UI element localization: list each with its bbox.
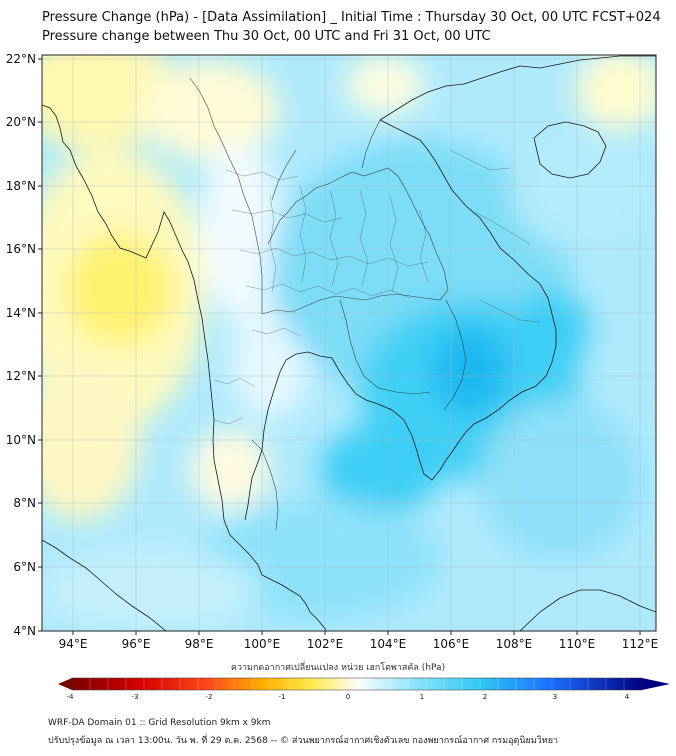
lat-label: 4°N: [13, 624, 36, 638]
lon-label: 112°E: [622, 637, 659, 651]
lat-label: 16°N: [6, 242, 36, 256]
lon-label: 108°E: [496, 637, 533, 651]
coastlines: [42, 55, 656, 631]
country-borders: [189, 77, 467, 531]
lon-label: 96°E: [122, 637, 151, 651]
colorbar-tick: 4: [625, 693, 630, 701]
pressure-field: [42, 55, 656, 631]
lon-label: 104°E: [370, 637, 407, 651]
colorbar-tick: 2: [483, 693, 487, 701]
colorbar-tick: -3: [132, 693, 139, 701]
lat-label: 20°N: [6, 115, 36, 129]
lat-label: 12°N: [6, 369, 36, 383]
footer-credit: ปรับปรุงข้อมูล ณ เวลา 13:00น. วัน พ. ที่…: [48, 736, 559, 746]
lon-label: 110°E: [559, 637, 596, 651]
footer-model-info: WRF-DA Domain 01 :: Grid Resolution 9km …: [48, 718, 271, 728]
map-subtitle: Pressure change between Thu 30 Oct, 00 U…: [42, 29, 491, 44]
longitude-labels: 94°E 96°E 98°E 100°E 102°E 104°E 106°E 1…: [59, 637, 659, 651]
lon-label: 100°E: [244, 637, 281, 651]
map-frame: [41, 54, 657, 632]
colorbar-tick-labels: -4 -3 -2 -1 0 1 2 3 4: [67, 693, 630, 701]
colorbar-tick: 0: [346, 693, 350, 701]
colorbar-divisions: [89, 678, 625, 690]
colorbar-ramp: [71, 677, 643, 691]
lat-label: 22°N: [6, 52, 36, 66]
colorbar-tick: 1: [420, 693, 424, 701]
colorbar: -4 -3 -2 -1 0 1 2 3 4: [58, 677, 670, 701]
colorbar-tick: -4: [67, 693, 75, 701]
graticule: [42, 55, 656, 631]
lon-label: 106°E: [433, 637, 470, 651]
lat-label: 8°N: [13, 496, 36, 510]
lon-label: 102°E: [307, 637, 344, 651]
lat-label: 18°N: [6, 179, 36, 193]
latitude-labels: 22°N 20°N 18°N 16°N 14°N 12°N 10°N 8°N 6…: [6, 52, 36, 638]
lat-label: 10°N: [6, 433, 36, 447]
colorbar-max-extend: [642, 678, 670, 690]
colorbar-title: ความกดอากาศเปลี่ยนแปลง หน่วย เฮกโตพาสคัล…: [230, 663, 446, 673]
lon-label: 98°E: [185, 637, 214, 651]
map-title: Pressure Change (hPa) - [Data Assimilati…: [42, 10, 661, 25]
lat-label: 14°N: [6, 306, 36, 320]
lat-label: 6°N: [13, 560, 36, 574]
colorbar-tick: -2: [206, 693, 213, 701]
colorbar-tick: -1: [279, 693, 286, 701]
colorbar-min-extend: [58, 678, 72, 690]
province-borders: [213, 149, 541, 425]
colorbar-tick: 3: [553, 693, 557, 701]
lon-label: 94°E: [59, 637, 88, 651]
axis-ticks: [38, 58, 641, 635]
pressure-change-map: 22°N 20°N 18°N 16°N 14°N 12°N 10°N 8°N 6…: [6, 52, 659, 651]
